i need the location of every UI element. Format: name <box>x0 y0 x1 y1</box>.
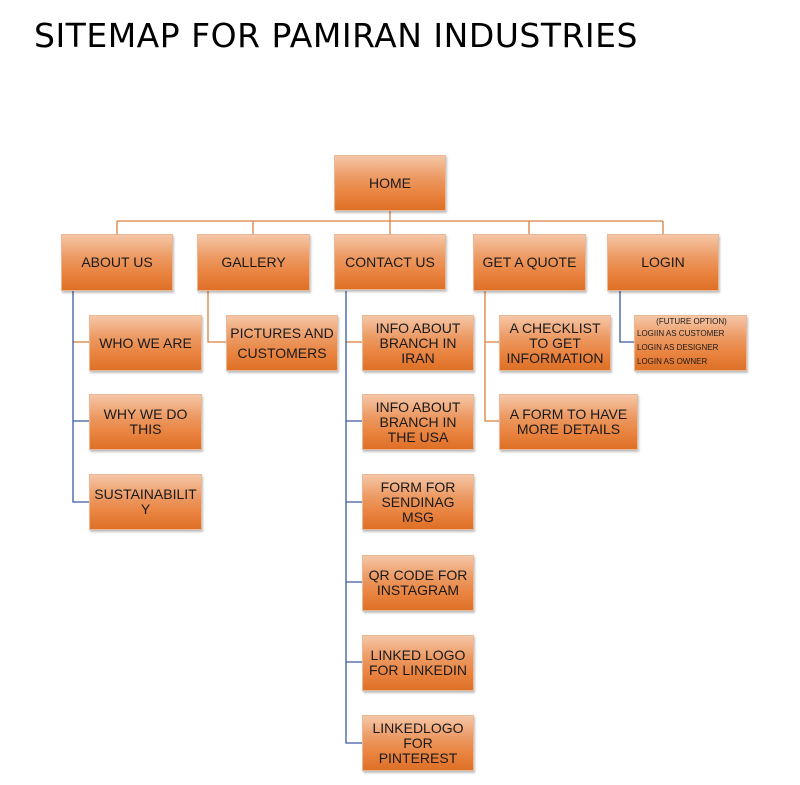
contact-child-node: FORM FOR SENDINAG MSG <box>362 474 474 530</box>
quote-child-node: A FORM TO HAVE MORE DETAILS <box>499 394 638 450</box>
login-note: (FUTURE OPTION) <box>656 317 727 326</box>
about-child-node: WHO WE ARE <box>89 315 202 371</box>
login-option: LOGIIN AS CUSTOMER <box>637 329 725 338</box>
connector-contact <box>345 291 362 744</box>
login-node: LOGIN <box>607 234 719 291</box>
page-title: SITEMAP FOR PAMIRAN INDUSTRIES <box>34 16 638 55</box>
home-node: HOME <box>334 155 446 211</box>
contact-child-node: QR CODE FOR INSTAGRAM <box>362 555 474 611</box>
login-option: LOGIN AS OWNER <box>637 357 708 366</box>
login-options-node: (FUTURE OPTION) LOGIIN AS CUSTOMER LOGIN… <box>634 315 747 371</box>
connector-gallery <box>207 291 226 343</box>
contact-child-node: LINKED LOGO FOR LINKEDIN <box>362 635 474 691</box>
gallery-child-node: PICTURES AND CUSTOMERS <box>226 315 338 371</box>
contact-child-node: LINKEDLOGO FOR PINTEREST <box>362 715 474 771</box>
quote-child-node: A CHECKLIST TO GET INFORMATION <box>499 315 611 371</box>
connector-quote <box>484 291 499 422</box>
connector-login <box>619 291 634 343</box>
get-a-quote-node: GET A QUOTE <box>473 234 586 291</box>
contact-us-node: CONTACT US <box>334 234 446 290</box>
login-option: LOGIN AS DESIGNER <box>637 343 719 352</box>
gallery-node: GALLERY <box>197 234 310 291</box>
about-us-node: ABOUT US <box>61 234 173 291</box>
about-child-node: WHY WE DO THIS <box>89 394 202 450</box>
connector-about <box>72 291 89 503</box>
contact-child-node: INFO ABOUT BRANCH IN THE USA <box>362 394 474 450</box>
contact-child-node: INFO ABOUT BRANCH IN IRAN <box>362 315 474 371</box>
about-child-node: SUSTAINABILITY <box>89 474 202 530</box>
